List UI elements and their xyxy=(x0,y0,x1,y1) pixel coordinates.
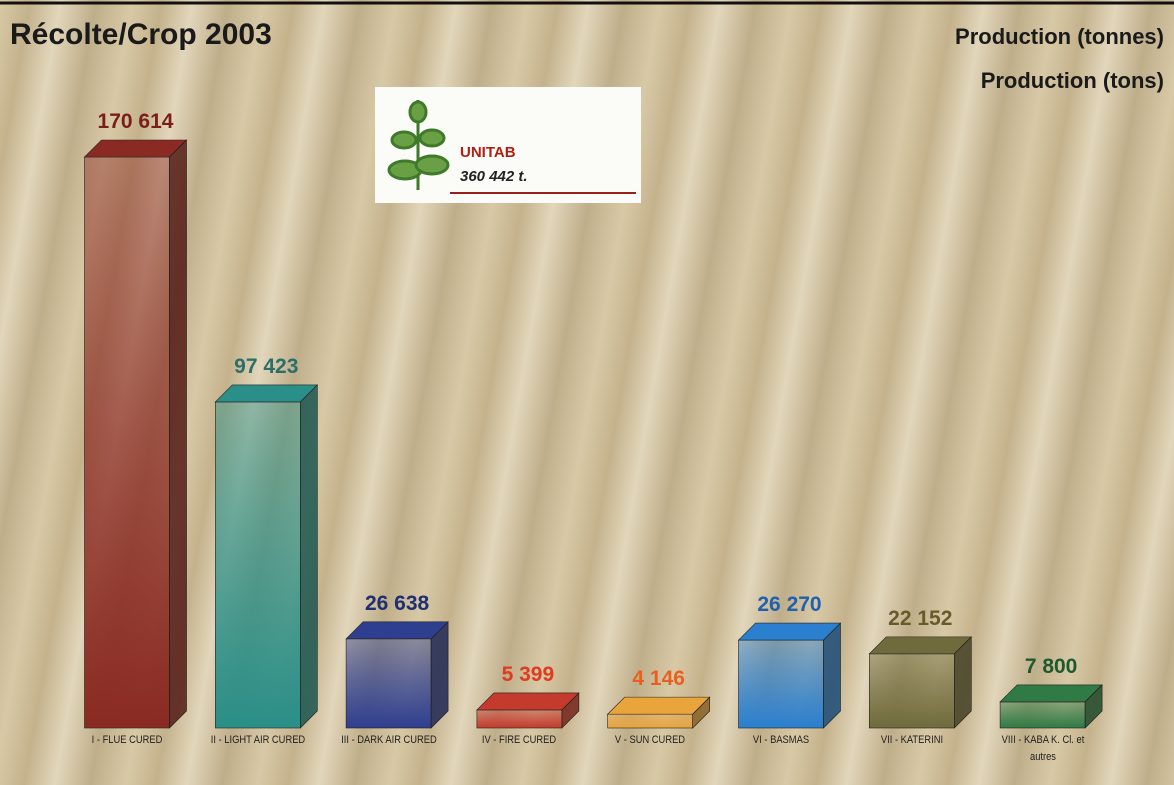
chart-title: Récolte/Crop 2003 xyxy=(10,18,272,51)
x-tick-label: IV - FIRE CURED xyxy=(482,734,557,746)
inset: UNITAB 360 442 t. xyxy=(375,87,641,203)
bar-side xyxy=(430,621,449,729)
x-tick-label: VIII - KABA K. Cl. et autres xyxy=(1001,734,1084,763)
bar-side xyxy=(953,636,972,729)
bar-side xyxy=(692,696,711,729)
bar-top xyxy=(214,384,319,403)
bar-side xyxy=(1084,684,1103,729)
bar-top xyxy=(345,621,449,640)
inset-total: 360 442 t. xyxy=(460,168,528,185)
inset-name: UNITAB xyxy=(460,144,516,161)
bar xyxy=(868,653,955,729)
bar-side-shade xyxy=(300,384,318,728)
value-label: 26 638 xyxy=(365,592,430,615)
bar-side-shade xyxy=(954,636,972,728)
bar-top xyxy=(868,636,973,655)
bar xyxy=(215,401,301,729)
value-label: 22 152 xyxy=(888,607,952,630)
bar xyxy=(345,638,432,729)
value-label: 5 399 xyxy=(502,663,555,686)
value-label: 7 800 xyxy=(1025,655,1078,678)
x-tick-label: I - FLUE CURED xyxy=(91,734,163,746)
plant-icon xyxy=(387,100,450,190)
bar-side xyxy=(561,692,580,729)
x-tick-label: VII - KATERINI xyxy=(880,734,943,746)
value-label: 97 423 xyxy=(234,355,298,378)
x-tick-label: III - DARK AIR CURED xyxy=(340,734,437,746)
bar-top xyxy=(606,696,711,715)
bar xyxy=(738,639,824,729)
bar-top xyxy=(737,622,842,641)
bar xyxy=(84,156,170,729)
bar-top xyxy=(476,692,580,711)
subtitle: Production (tons) xyxy=(981,68,1164,93)
bar-side-shade xyxy=(1085,684,1103,728)
bar-side-shade xyxy=(692,697,710,728)
bar-top xyxy=(999,684,1103,703)
bar-side-shade xyxy=(823,623,841,728)
value-label: 4 146 xyxy=(632,667,685,690)
bar-side-shade xyxy=(561,692,579,728)
bar xyxy=(999,701,1086,729)
x-tick-label: II - LIGHT AIR CURED xyxy=(210,734,305,746)
bar-side-shade xyxy=(431,621,449,728)
bar xyxy=(476,709,563,729)
bar-side xyxy=(823,622,841,729)
subtitle: Production (tonnes) xyxy=(955,24,1164,49)
x-tick-label: V - SUN CURED xyxy=(615,734,686,746)
bar-side xyxy=(299,384,318,729)
bar xyxy=(607,713,694,729)
bar-top xyxy=(83,139,188,158)
value-label: 170 614 xyxy=(98,110,174,133)
value-label: 26 270 xyxy=(757,593,821,616)
bar-side-shade xyxy=(169,140,187,728)
bar-side xyxy=(169,139,187,729)
x-tick-label: VI - BASMAS xyxy=(752,734,810,746)
